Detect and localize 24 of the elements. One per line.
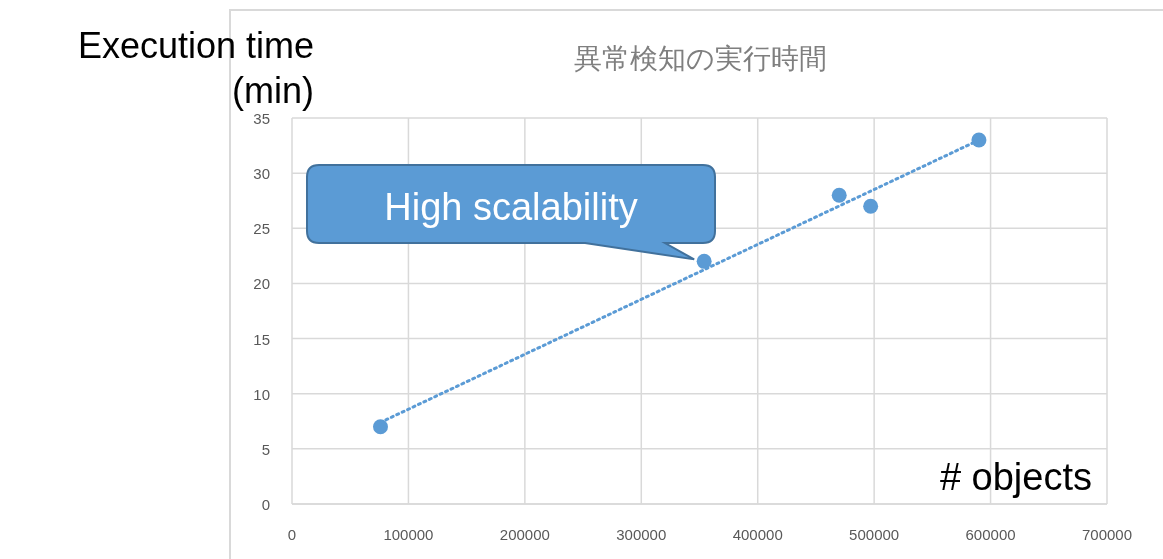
point	[696, 253, 712, 269]
x-tick-label: 200000	[499, 526, 550, 543]
x-axis-title: # objects	[939, 456, 1092, 498]
y-tick-label: 30	[253, 165, 270, 183]
y-tick-label: 20	[253, 275, 270, 293]
point	[372, 419, 388, 435]
x-tick-label: 400000	[732, 526, 783, 543]
x-tick-label: 600000	[965, 526, 1016, 543]
y-tick-label: 10	[253, 385, 270, 403]
y-tick-label: 15	[253, 330, 270, 348]
x-tick-label: 500000	[849, 526, 900, 543]
y-tick-label: 25	[253, 220, 270, 238]
x-tick-label: 300000	[616, 526, 667, 543]
annotation: High scalability	[384, 186, 638, 228]
y-tick-label: 35	[253, 110, 270, 127]
chart-title: 異常検知の実行時間	[573, 43, 827, 74]
y-axis-title: Execution time (min)	[77, 25, 314, 111]
x-tick-label: 100000	[383, 526, 434, 543]
point	[831, 187, 847, 203]
point	[863, 198, 879, 214]
y-tick-label: 0	[261, 496, 270, 513]
x-tick-label: 0	[287, 526, 297, 543]
y-tick-label: 5	[261, 440, 270, 458]
x-tick-label: 700000	[1081, 526, 1133, 543]
